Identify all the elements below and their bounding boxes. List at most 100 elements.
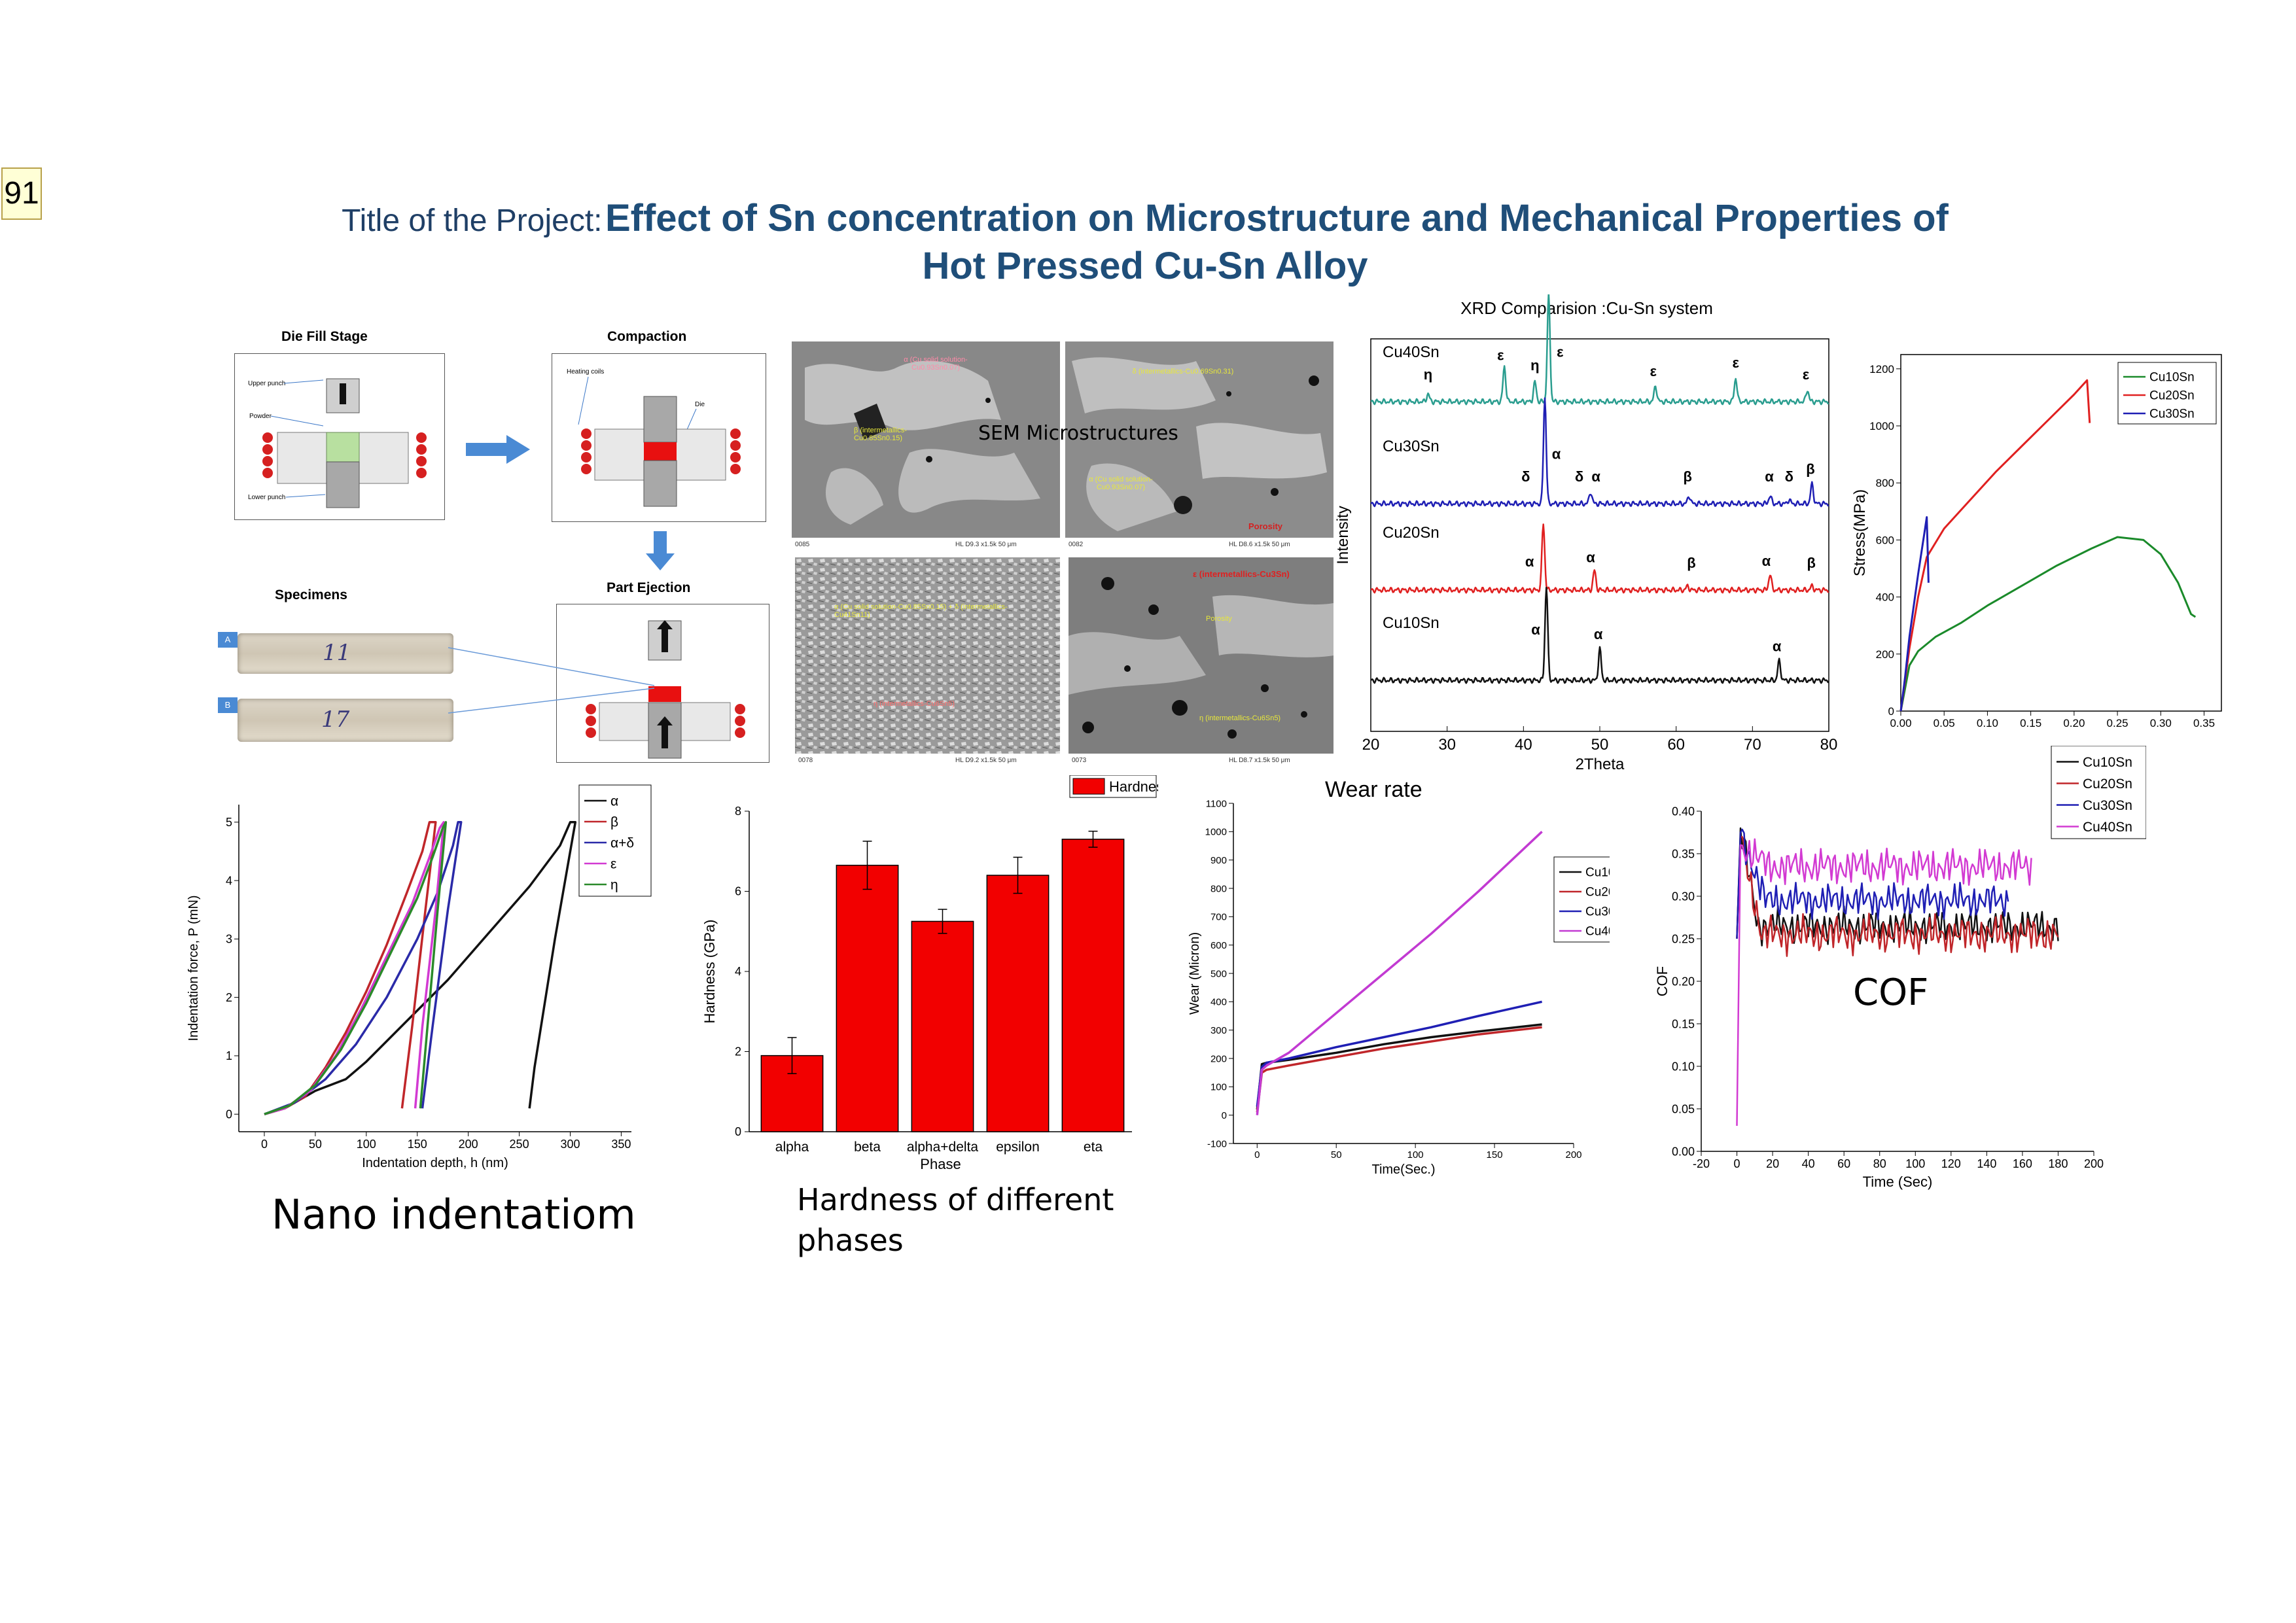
xrd-peak-label: α — [1531, 621, 1540, 638]
legend-label: Cu30Sn — [2083, 798, 2132, 813]
y-tick-label: 700 — [1210, 912, 1227, 923]
sem-4-footer-right: HL D8.7 x1.5k 50 μm — [1229, 757, 1290, 764]
hardness-chart: 0 2 4 6 8 alpha beta alpha+delta epsilon eta Phase… — [701, 775, 1158, 1172]
stress-series-Cu30Sn — [1899, 516, 1930, 712]
xrd-peak-label: α — [1762, 553, 1771, 569]
specimen-leaders — [448, 647, 655, 714]
wear-title: Wear rate — [1325, 777, 1422, 802]
sem-image-3: α (Cu solid solution-Cu0.85Sn0.15) + δ (… — [795, 557, 1060, 768]
part-ejection-drawing — [586, 620, 745, 759]
x-tick-label: 150 — [408, 1138, 427, 1151]
xrd-peak-label: δ — [1575, 468, 1583, 485]
x-tick-label: 40 — [1802, 1157, 1815, 1170]
sem-2-footer-left: 0082 — [1069, 541, 1084, 548]
xrd-series-label: Cu10Sn — [1383, 614, 1439, 632]
y-tick-label: 0.05 — [1672, 1102, 1695, 1115]
powder-leader — [270, 415, 324, 427]
y-axis-label: Indentation force, P (mN) — [186, 895, 201, 1041]
ejection-up-arrow — [662, 626, 668, 652]
sem-image-1-texture — [792, 341, 1060, 552]
title-line2: Hot Pressed Cu-Sn Alloy — [922, 245, 1368, 287]
compaction-lower-punch — [643, 460, 677, 507]
y-tick-label: 800 — [1210, 883, 1227, 894]
y-tick-label: 5 — [226, 816, 232, 829]
xrd-peak-label: β — [1683, 468, 1691, 485]
ejection-heating-coils — [586, 704, 745, 738]
xrd-peak-label: α — [1765, 468, 1774, 485]
x-tick-label: 0.15 — [2020, 717, 2041, 729]
hardness-legend-swatch — [1072, 778, 1105, 795]
xrd-series-Cu20Sn — [1370, 523, 1829, 594]
die-fill-diagram: Upper punch Powder Lower punch — [234, 353, 445, 520]
x-axis-label: Time(Sec.) — [1371, 1162, 1435, 1177]
legend-label: α+δ — [610, 835, 634, 850]
cof-series-Cu40Sn — [1736, 838, 2032, 1126]
specimen-b-tag: B — [218, 697, 238, 713]
y-tick-label: 1000 — [1869, 420, 1894, 432]
y-tick-label: 0.00 — [1672, 1145, 1695, 1158]
x-tick-label: 0.05 — [1934, 717, 1955, 729]
wear-series-Cu30Sn — [1256, 1000, 1542, 1107]
wear-rate-chart: Wear rate 0 50 100 150 200 -100 0 100 200 300 400 50… — [1188, 777, 1610, 1177]
x-tick-label: 0 — [261, 1138, 268, 1151]
title-prefix: Title of the Project: — [342, 203, 603, 238]
x-tick-label: 0 — [1734, 1157, 1740, 1170]
flow-arrow-down — [646, 531, 675, 570]
x-tick-label: 60 — [1837, 1157, 1850, 1170]
y-tick-label: -100 — [1207, 1138, 1227, 1149]
xrd-peak-label: ε — [1557, 343, 1564, 360]
compaction-diagram: Heating coils Die — [552, 353, 766, 522]
hardness-caption-line1: Hardness of different — [797, 1182, 1114, 1217]
x-tick-label: 250 — [510, 1138, 529, 1151]
x-tick-label: 200 — [459, 1138, 478, 1151]
heating-coils-leader — [578, 376, 589, 425]
cof-series-Cu30Sn — [1736, 828, 2009, 939]
flow-arrow-right — [466, 435, 530, 464]
legend-box — [578, 784, 652, 897]
heating-coils — [262, 432, 427, 478]
x-tick-label: 50 — [309, 1138, 322, 1151]
hardness-bar — [1061, 839, 1125, 1132]
xrd-x-tick-label: 50 — [1591, 736, 1609, 754]
hardness-category-label: eta — [1084, 1140, 1103, 1155]
legend-label: Cu30Sn — [1585, 905, 1610, 919]
legend-label: Cu10Sn — [2083, 755, 2132, 770]
sem-3-note-2: η (intermetallics-Cu6Sn5) — [874, 700, 955, 708]
hardness-y-tick-label: 8 — [735, 805, 741, 818]
wear-series-Cu20Sn — [1256, 1026, 1542, 1113]
xrd-peak-label: η — [1530, 357, 1539, 374]
xrd-peak-label: α — [1586, 550, 1595, 566]
legend-label: Cu20Sn — [2149, 389, 2195, 403]
y-axis-label: Wear (Micron) — [1188, 932, 1202, 1015]
x-tick-label: 0.10 — [1977, 717, 1998, 729]
xrd-peak-label: α — [1773, 638, 1782, 654]
y-tick-label: 300 — [1210, 1025, 1227, 1036]
xrd-frame — [1370, 338, 1829, 732]
stress-strain-chart: 0.00 0.05 0.10 0.15 0.20 0.25 0.30 0.35 0 200 400 6… — [1851, 354, 2222, 729]
sem-label: SEM Microstructures — [978, 422, 1178, 445]
compaction-drawing: Heating coils Die — [567, 368, 741, 507]
die-label: Die — [695, 401, 705, 408]
x-tick-label: 120 — [1941, 1157, 1961, 1170]
xrd-y-axis-label: Intensity — [1335, 506, 1352, 564]
x-tick-label: 200 — [2084, 1157, 2104, 1170]
indentation-series-ε — [264, 821, 445, 1115]
powder-label: Powder — [249, 413, 272, 420]
xrd-peak-label: ε — [1497, 347, 1504, 363]
project-title: Title of the Project: Effect of Sn conce… — [196, 196, 2094, 288]
y-tick-label: 0 — [1888, 705, 1894, 718]
xrd-series-label: Cu30Sn — [1383, 438, 1439, 455]
sem-3-footer-right: HL D9.2 x1.5k 50 μm — [955, 757, 1017, 764]
ejection-lower-arrow — [662, 722, 668, 748]
hardness-category-label: beta — [854, 1140, 881, 1155]
x-tick-label: 150 — [1487, 1149, 1503, 1161]
ejection-up-arrow-head — [657, 620, 673, 629]
ejection-lower-arrow-head — [657, 716, 673, 725]
legend-label: Cu10Sn — [2149, 371, 2195, 385]
xrd-peak-label: α — [1594, 626, 1603, 642]
y-tick-label: 1 — [226, 1049, 232, 1062]
page-number-badge: 91 — [1, 167, 42, 220]
x-tick-label: 20 — [1766, 1157, 1779, 1170]
upper-punch-label: Upper punch — [248, 380, 285, 387]
sem-image-1: α (Cu solid solution-Cu0.93Sn0.07) β (in… — [792, 341, 1060, 552]
